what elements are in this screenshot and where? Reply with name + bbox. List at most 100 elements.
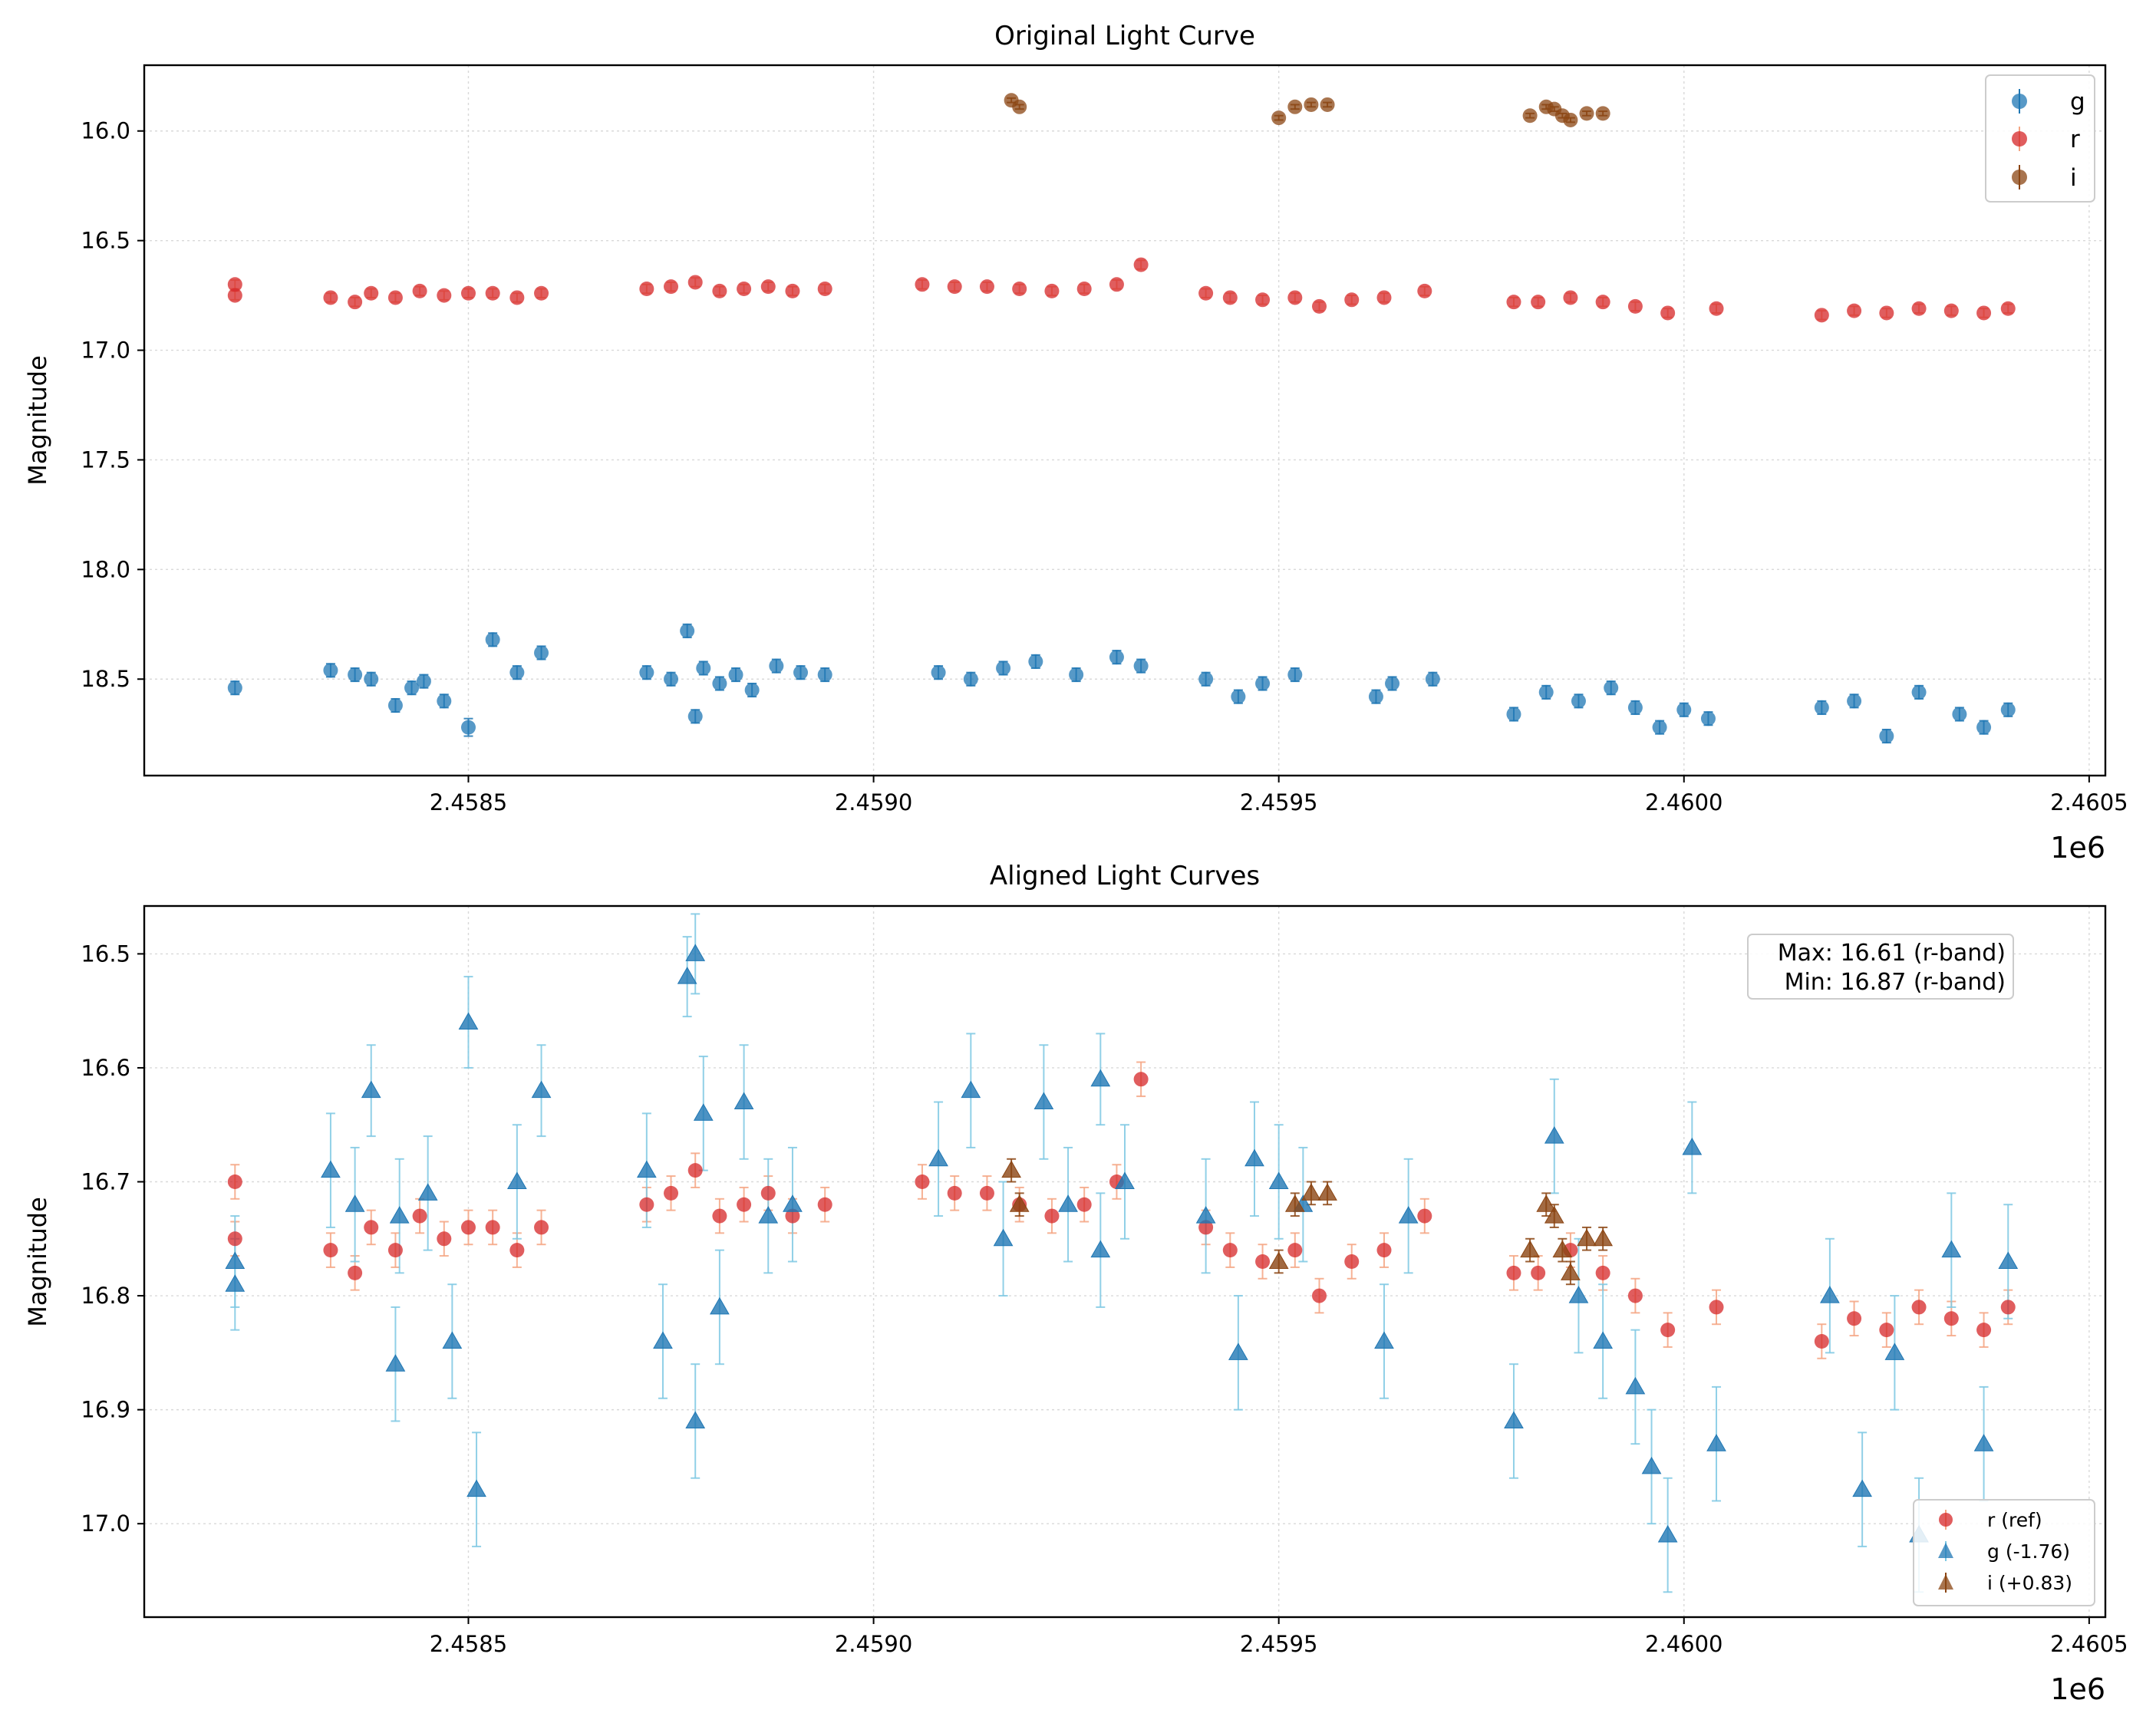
point-r-ref: [364, 1220, 379, 1235]
point-r: [1531, 295, 1546, 310]
point-g-1-76: [685, 1411, 706, 1428]
x-tick-label: 2.4595: [1240, 789, 1317, 815]
point-r-ref: [509, 1243, 525, 1258]
point-g-1-76: [636, 1160, 657, 1178]
point-g: [1847, 693, 1862, 709]
point-i-0-83: [1284, 1194, 1305, 1212]
point-g: [1976, 720, 1992, 735]
point-i: [1522, 108, 1538, 124]
point-r: [1287, 290, 1303, 305]
point-g-1-76: [1544, 1126, 1564, 1144]
point-g-1-76: [1504, 1411, 1524, 1428]
point-r: [1311, 298, 1327, 314]
point-r-ref: [1595, 1265, 1610, 1280]
point-g: [1069, 667, 1084, 683]
y-axis-label: Magnitude: [23, 355, 52, 486]
y-tick-label: 16.9: [81, 1397, 130, 1423]
point-g: [323, 663, 338, 678]
point-r: [1506, 295, 1521, 310]
point-g: [416, 674, 431, 689]
legend-entry-r-ref: r (ref): [1939, 1509, 2042, 1531]
point-i: [1304, 97, 1319, 112]
point-r-ref: [1911, 1300, 1927, 1315]
point-r-ref: [1709, 1300, 1724, 1315]
point-r: [760, 279, 776, 295]
panel-title: Aligned Light Curves: [990, 861, 1260, 891]
point-i: [1287, 99, 1303, 114]
point-i-0-83: [1520, 1240, 1540, 1258]
point-g-1-76: [993, 1228, 1014, 1247]
legend-marker: [1939, 1513, 1953, 1527]
point-r-ref: [387, 1243, 403, 1258]
panel-original: Original Light Curve 2.4585 2.4590 2.4595 2…: [23, 21, 2128, 865]
point-r: [1044, 283, 1060, 298]
point-r: [1255, 292, 1271, 308]
point-g: [1287, 667, 1303, 683]
point-r: [979, 279, 994, 295]
legend-label: i: [2070, 164, 2077, 192]
point-g: [348, 667, 363, 683]
x-tick-label: 2.4590: [835, 789, 912, 815]
point-r: [485, 285, 500, 301]
point-i: [1579, 106, 1594, 121]
x-ticks: 2.4585 2.4590 2.4595 2.4600 2.4605: [430, 1617, 2128, 1657]
y-tick-label: 17.0: [81, 1511, 130, 1537]
point-g: [404, 680, 420, 696]
legend-entry-i-shifted: i (+0.83): [1938, 1572, 2072, 1594]
x-tick-label: 2.4605: [2050, 789, 2128, 815]
point-g: [664, 671, 679, 687]
point-g: [1231, 689, 1246, 704]
point-r-ref: [1506, 1265, 1521, 1280]
legend-marker: [1938, 1574, 1953, 1590]
point-r-ref: [2000, 1300, 2016, 1315]
point-g-1-76: [385, 1354, 406, 1372]
point-i: [1271, 110, 1287, 126]
legend-marker: [1938, 1543, 1953, 1558]
point-r: [509, 290, 525, 305]
point-r-ref: [1976, 1323, 1992, 1338]
legend: g r i: [1985, 74, 2095, 203]
point-r-ref: [1311, 1288, 1327, 1303]
point-r: [1814, 308, 1829, 323]
point-g-1-76: [1593, 1331, 1614, 1349]
point-i: [1563, 112, 1578, 127]
point-g: [696, 661, 711, 676]
point-g-1-76: [1090, 1069, 1111, 1087]
gridlines: [144, 65, 2105, 776]
gridlines: [144, 906, 2105, 1617]
legend-label: i (+0.83): [1987, 1572, 2072, 1594]
point-r: [2000, 301, 2016, 316]
point-r: [460, 285, 476, 301]
point-g-1-76: [1941, 1240, 1962, 1258]
point-i-0-83: [1593, 1228, 1614, 1247]
point-g: [728, 667, 743, 683]
point-r-ref: [1255, 1254, 1271, 1269]
point-r-ref: [1076, 1197, 1092, 1212]
point-g-1-76: [1706, 1434, 1726, 1451]
point-r-ref: [1660, 1323, 1676, 1338]
point-g: [1652, 720, 1667, 735]
point-r: [785, 283, 800, 298]
point-r: [639, 282, 654, 297]
y-tick-label: 18.5: [81, 666, 130, 692]
point-g-1-76: [1058, 1194, 1078, 1212]
point-g: [931, 665, 946, 680]
point-g: [1571, 693, 1586, 709]
x-tick-label: 2.4600: [1645, 789, 1722, 815]
point-r-ref: [947, 1185, 962, 1201]
point-g: [387, 698, 403, 713]
point-g: [1604, 680, 1619, 696]
y-tick-label: 16.8: [81, 1283, 130, 1309]
y-tick-label: 16.5: [81, 941, 130, 967]
legend-frame: [1913, 1499, 2095, 1606]
annotation-min: Min: 16.87 (r-band): [1785, 969, 2006, 996]
point-r-ref: [227, 1231, 242, 1247]
y-tick-label: 17.5: [81, 446, 130, 473]
point-g-1-76: [1268, 1171, 1289, 1190]
point-r-ref: [1344, 1254, 1360, 1269]
error-bars: [230, 913, 2013, 1593]
x-offset-label: 1e6: [2050, 1672, 2105, 1706]
point-r: [664, 279, 679, 295]
y-tick-label: 16.0: [81, 118, 130, 144]
point-g: [1109, 650, 1124, 665]
